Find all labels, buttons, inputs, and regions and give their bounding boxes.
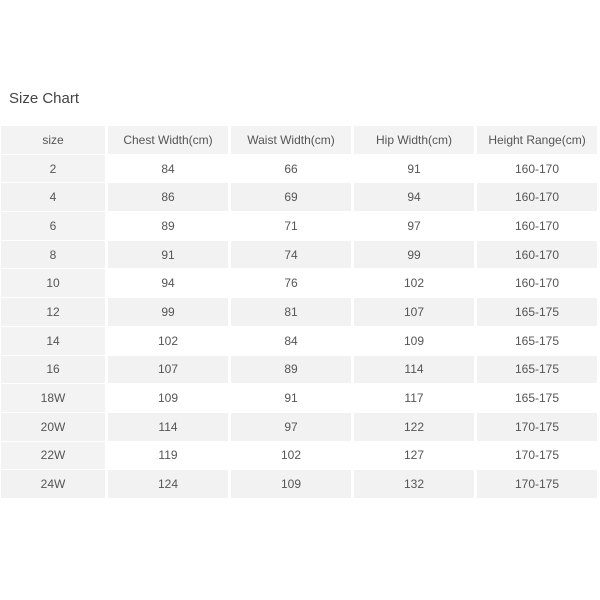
hip-cell: 102 xyxy=(354,269,474,298)
size-cell: 12 xyxy=(1,298,105,326)
hip-cell: 91 xyxy=(354,154,474,183)
waist-cell: 81 xyxy=(231,298,351,326)
hip-cell: 132 xyxy=(354,470,474,498)
height-cell: 165-175 xyxy=(477,298,597,326)
hip-cell: 99 xyxy=(354,240,474,269)
chest-cell: 84 xyxy=(108,154,228,183)
page-title: Size Chart xyxy=(9,90,80,107)
height-cell: 160-170 xyxy=(477,240,597,269)
height-cell: 165-175 xyxy=(477,326,597,355)
size-cell: 14 xyxy=(1,326,105,355)
waist-cell: 97 xyxy=(231,412,351,441)
size-cell: 24W xyxy=(1,470,105,498)
table-row: 20W 114 97 122 170-175 xyxy=(1,412,597,441)
height-cell: 170-175 xyxy=(477,470,597,498)
table-header-row: size Chest Width(cm) Waist Width(cm) Hip… xyxy=(1,126,597,154)
waist-cell: 91 xyxy=(231,384,351,412)
table-row: 2 84 66 91 160-170 xyxy=(1,154,597,183)
waist-cell: 102 xyxy=(231,441,351,470)
hip-cell: 107 xyxy=(354,298,474,326)
size-cell: 20W xyxy=(1,412,105,441)
chest-cell: 102 xyxy=(108,326,228,355)
size-chart-table: size Chest Width(cm) Waist Width(cm) Hip… xyxy=(0,125,600,499)
size-cell: 4 xyxy=(1,183,105,212)
table-row: 6 89 71 97 160-170 xyxy=(1,212,597,240)
hip-cell: 127 xyxy=(354,441,474,470)
chest-cell: 119 xyxy=(108,441,228,470)
header-size: size xyxy=(1,126,105,154)
chest-cell: 124 xyxy=(108,470,228,498)
height-cell: 165-175 xyxy=(477,384,597,412)
height-cell: 160-170 xyxy=(477,212,597,240)
header-hip: Hip Width(cm) xyxy=(354,126,474,154)
waist-cell: 74 xyxy=(231,240,351,269)
chest-cell: 94 xyxy=(108,269,228,298)
size-cell: 18W xyxy=(1,384,105,412)
chest-cell: 89 xyxy=(108,212,228,240)
table-row: 16 107 89 114 165-175 xyxy=(1,355,597,384)
chest-cell: 86 xyxy=(108,183,228,212)
size-cell: 10 xyxy=(1,269,105,298)
size-cell: 16 xyxy=(1,355,105,384)
table-row: 14 102 84 109 165-175 xyxy=(1,326,597,355)
table-row: 24W 124 109 132 170-175 xyxy=(1,470,597,498)
height-cell: 160-170 xyxy=(477,269,597,298)
hip-cell: 97 xyxy=(354,212,474,240)
chest-cell: 107 xyxy=(108,355,228,384)
header-waist: Waist Width(cm) xyxy=(231,126,351,154)
height-cell: 170-175 xyxy=(477,441,597,470)
chest-cell: 109 xyxy=(108,384,228,412)
hip-cell: 114 xyxy=(354,355,474,384)
size-cell: 22W xyxy=(1,441,105,470)
table-row: 18W 109 91 117 165-175 xyxy=(1,384,597,412)
hip-cell: 117 xyxy=(354,384,474,412)
hip-cell: 109 xyxy=(354,326,474,355)
height-cell: 165-175 xyxy=(477,355,597,384)
hip-cell: 94 xyxy=(354,183,474,212)
header-chest: Chest Width(cm) xyxy=(108,126,228,154)
height-cell: 170-175 xyxy=(477,412,597,441)
table-row: 8 91 74 99 160-170 xyxy=(1,240,597,269)
height-cell: 160-170 xyxy=(477,183,597,212)
hip-cell: 122 xyxy=(354,412,474,441)
size-cell: 6 xyxy=(1,212,105,240)
waist-cell: 71 xyxy=(231,212,351,240)
chest-cell: 91 xyxy=(108,240,228,269)
chest-cell: 114 xyxy=(108,412,228,441)
waist-cell: 109 xyxy=(231,470,351,498)
waist-cell: 89 xyxy=(231,355,351,384)
size-cell: 2 xyxy=(1,154,105,183)
table-row: 22W 119 102 127 170-175 xyxy=(1,441,597,470)
table-row: 4 86 69 94 160-170 xyxy=(1,183,597,212)
header-height: Height Range(cm) xyxy=(477,126,597,154)
table-row: 12 99 81 107 165-175 xyxy=(1,298,597,326)
waist-cell: 84 xyxy=(231,326,351,355)
size-cell: 8 xyxy=(1,240,105,269)
chest-cell: 99 xyxy=(108,298,228,326)
waist-cell: 76 xyxy=(231,269,351,298)
waist-cell: 69 xyxy=(231,183,351,212)
table-row: 10 94 76 102 160-170 xyxy=(1,269,597,298)
height-cell: 160-170 xyxy=(477,154,597,183)
waist-cell: 66 xyxy=(231,154,351,183)
